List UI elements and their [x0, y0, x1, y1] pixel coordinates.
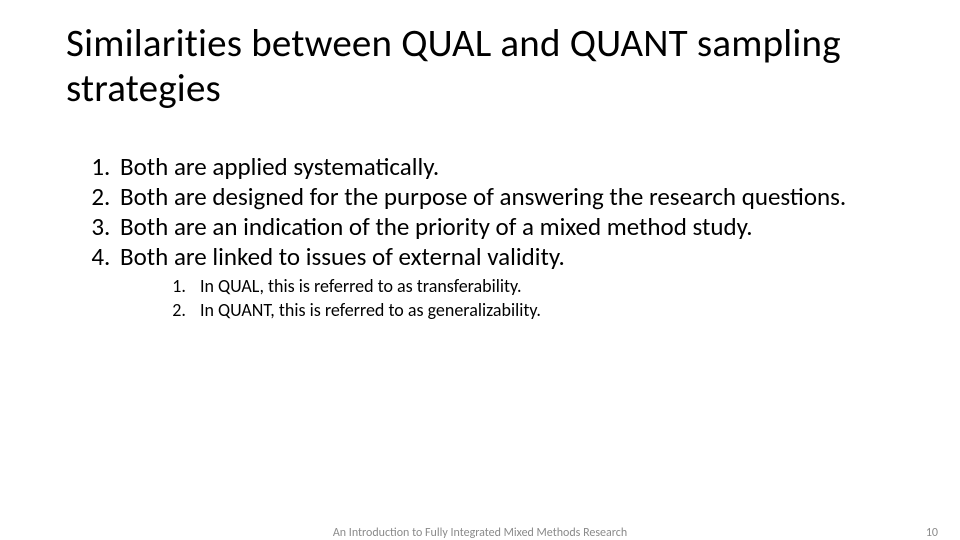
page-number: 10 [926, 526, 938, 540]
footer-text: An Introduction to Fully Integrated Mixe… [0, 526, 960, 540]
main-list: Both are applied systematically. Both ar… [66, 152, 896, 323]
list-item-text: Both are an indication of the priority o… [120, 211, 753, 242]
list-item-text: Both are designed for the purpose of ans… [120, 181, 846, 212]
sub-list-item-text: In QUANT, this is referred to as general… [200, 299, 541, 321]
sub-list-item-text: In QUAL, this is referred to as transfer… [200, 275, 522, 297]
sub-list-item: In QUANT, this is referred to as general… [190, 298, 896, 322]
sub-list: In QUAL, this is referred to as transfer… [120, 274, 896, 323]
slide-body: Both are applied systematically. Both ar… [66, 152, 896, 323]
list-item: Both are an indication of the priority o… [116, 212, 896, 242]
list-item: Both are applied systematically. [116, 152, 896, 182]
list-item: Both are linked to issues of external va… [116, 242, 896, 323]
sub-list-item: In QUAL, this is referred to as transfer… [190, 274, 896, 298]
slide: Similarities between QUAL and QUANT samp… [0, 0, 960, 540]
list-item-text: Both are applied systematically. [120, 151, 439, 182]
list-item: Both are designed for the purpose of ans… [116, 182, 896, 212]
list-item-text: Both are linked to issues of external va… [120, 241, 565, 272]
slide-title: Similarities between QUAL and QUANT samp… [66, 22, 896, 112]
